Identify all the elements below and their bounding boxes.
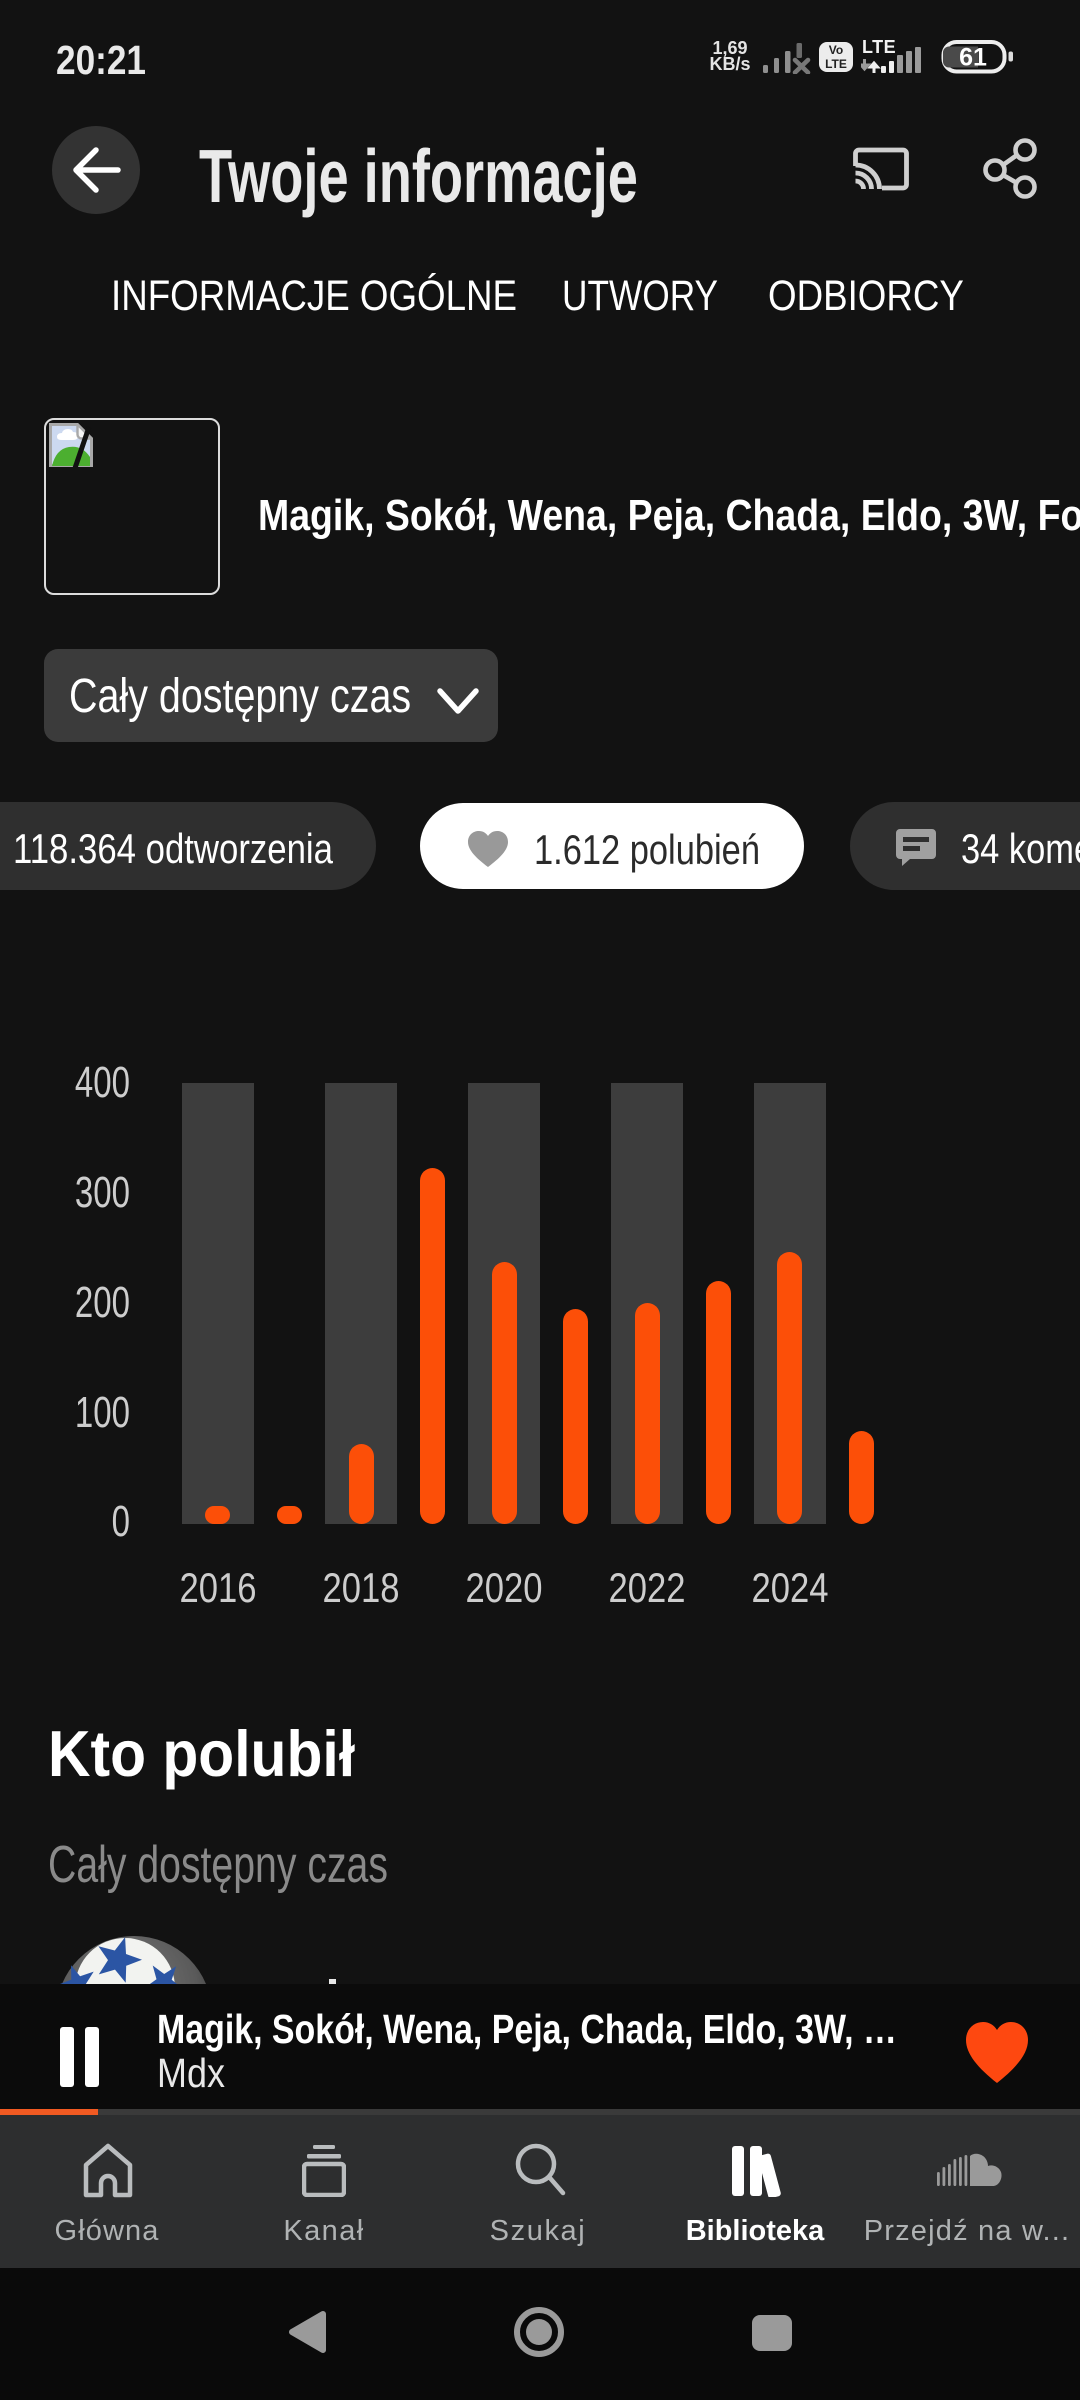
svg-text:61: 61 (959, 44, 987, 72)
